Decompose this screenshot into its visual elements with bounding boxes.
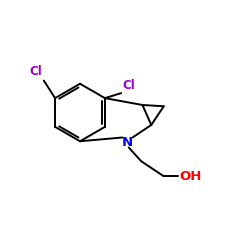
Text: OH: OH	[180, 170, 202, 183]
Text: Cl: Cl	[122, 79, 135, 92]
Text: N: N	[122, 136, 133, 149]
Text: Cl: Cl	[29, 65, 42, 78]
